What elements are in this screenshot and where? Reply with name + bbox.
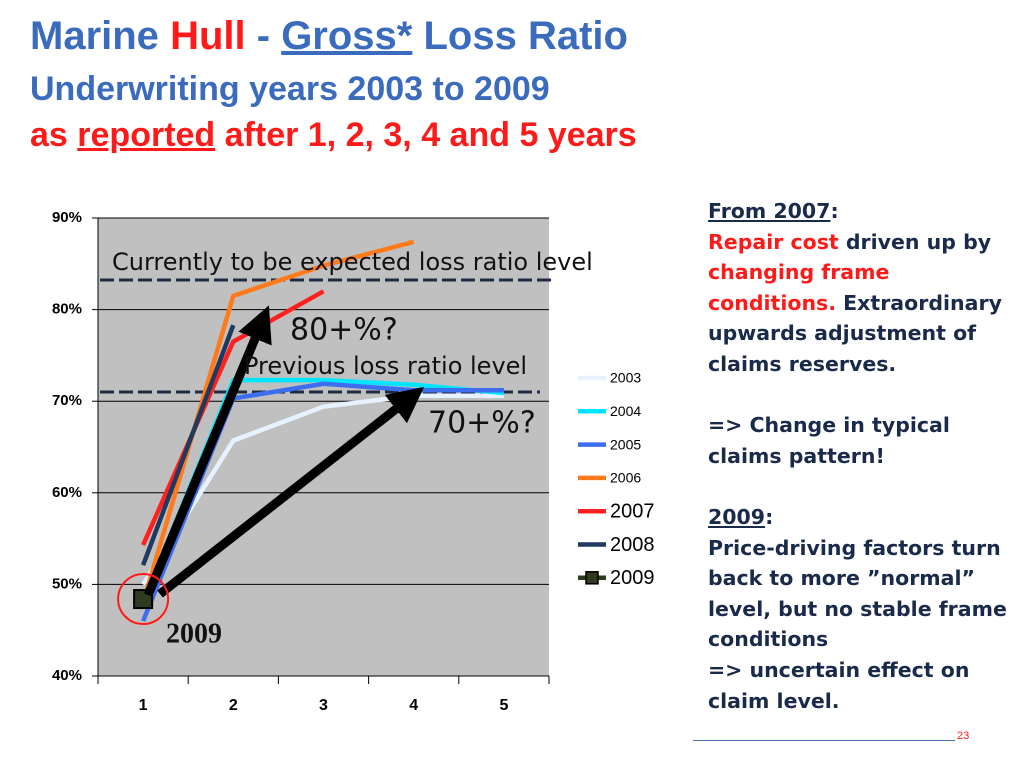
footer-line <box>693 740 955 741</box>
paragraph: From 2007: Repair cost driven up by chang… <box>708 196 1020 380</box>
paragraph: => Change in typical claims pattern! <box>708 413 950 468</box>
page-number: 23 <box>957 730 970 742</box>
arrow <box>157 386 425 598</box>
subtitle-part: reported <box>77 116 216 154</box>
subtitle-part: as <box>30 116 68 154</box>
note-text: Extraordinary upwards adjustment of clai… <box>708 290 1002 376</box>
notes: From 2007: Repair cost driven up by chang… <box>708 196 1020 716</box>
x-tick-label: 4 <box>409 697 418 714</box>
annotation: 70+%? <box>428 406 536 441</box>
plot-area <box>98 218 549 676</box>
series-line <box>140 324 236 566</box>
x-tick-label: 2 <box>229 697 238 714</box>
note-text: 2009 <box>708 504 766 529</box>
series-line <box>141 289 325 546</box>
legend-label: 2006 <box>610 470 641 486</box>
note-text: Price-driving factors turn back to more … <box>708 535 1007 652</box>
note-text: : <box>765 504 774 529</box>
y-tick-label: 50% <box>52 575 82 592</box>
y-tick-label: 60% <box>52 484 82 501</box>
note-text: Repair cost <box>708 229 839 254</box>
legend-label: 2003 <box>610 370 641 386</box>
annotation: Previous loss ratio level <box>244 352 527 380</box>
subtitle-part: after 1, 2, 3, 4 and 5 years <box>224 116 637 154</box>
paragraph: 2009: Price-driving factors turn back to … <box>708 502 1020 716</box>
title-part: Marine <box>30 14 159 58</box>
legend-label: 2007 <box>610 500 655 522</box>
title-part: Loss Ratio <box>423 14 628 58</box>
note-text: From 2007 <box>708 199 831 223</box>
annotation: 80+%? <box>290 313 398 348</box>
legend-marker <box>585 571 599 585</box>
arrow <box>143 305 272 597</box>
note-text: => uncertain effect on claim level. <box>708 657 970 713</box>
y-tick-label: 40% <box>52 667 82 684</box>
legend-label: 2005 <box>610 436 641 452</box>
title-part: Gross* <box>281 14 413 58</box>
x-tick-label: 5 <box>499 697 508 714</box>
legend-label: 2004 <box>610 403 641 419</box>
title-part: - <box>256 14 271 58</box>
subtitle: as reported after 1, 2, 3, 4 and 5 years <box>30 116 637 155</box>
annotation: Currently to be expected loss ratio leve… <box>112 248 593 276</box>
x-tick-label: 1 <box>139 697 148 714</box>
legend-label: 2008 <box>610 534 655 556</box>
y-tick-label: 80% <box>52 301 82 318</box>
note-text: : <box>830 199 839 223</box>
title-part: Hull <box>170 14 246 58</box>
title: Marine Hull - Gross* Loss Ratio <box>30 14 628 59</box>
legend-label: 2009 <box>610 567 655 589</box>
highlight-circle <box>117 573 170 626</box>
note-text: driven up by <box>838 229 992 254</box>
subtitle: Underwriting years 2003 to 2009 <box>30 70 550 108</box>
y-tick-label: 90% <box>52 209 82 226</box>
series-line <box>141 393 504 586</box>
note-text: changing frame conditions. <box>708 260 890 315</box>
y-tick-label: 70% <box>52 392 82 409</box>
annotation: 2009 <box>166 618 222 649</box>
x-tick-label: 3 <box>319 697 328 714</box>
